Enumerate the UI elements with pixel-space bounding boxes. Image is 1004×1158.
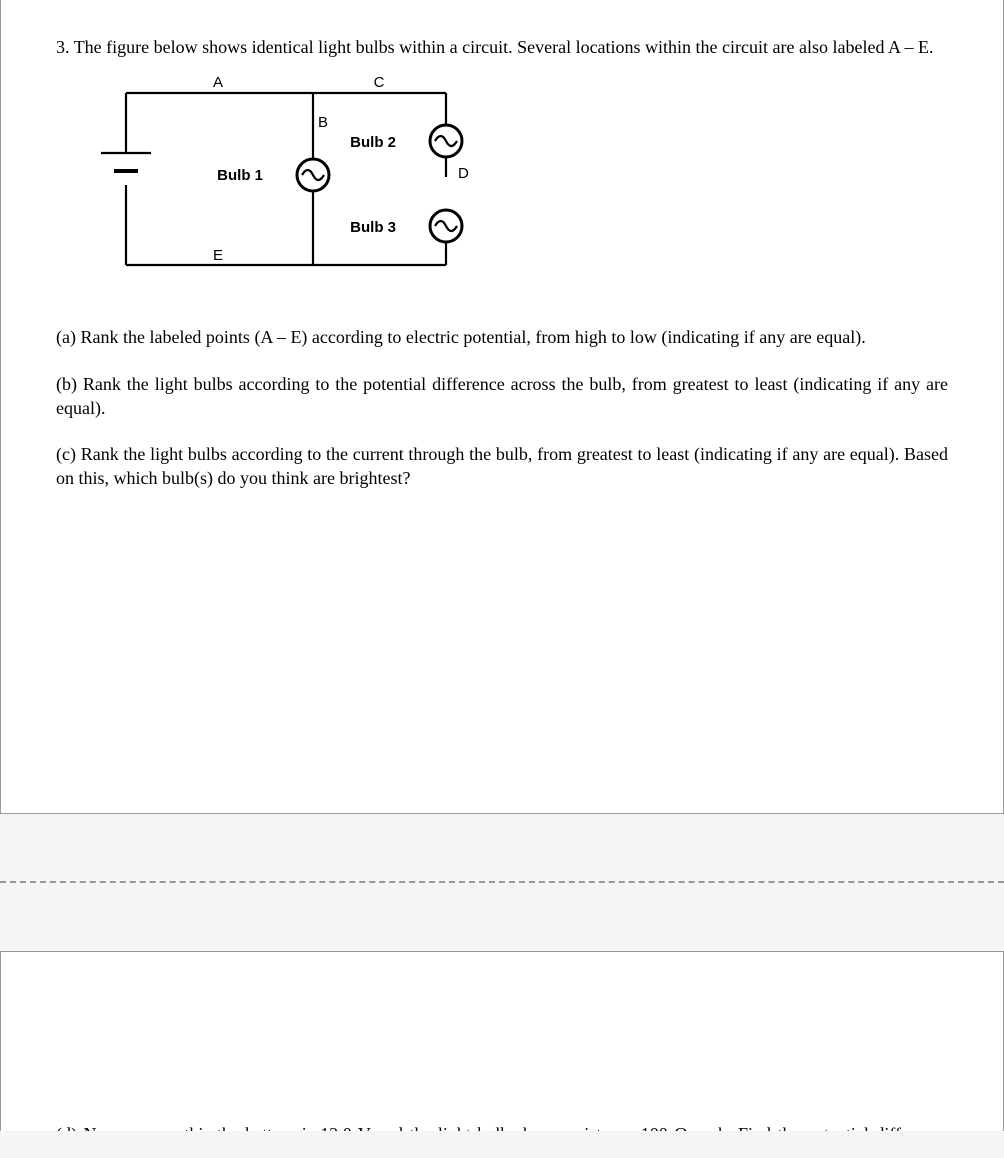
- part-d: (d) Now assume this the battery is 12.0 …: [56, 1122, 948, 1131]
- question-intro: 3. The figure below shows identical ligh…: [56, 35, 948, 59]
- bulb3-label: Bulb 3: [350, 219, 396, 236]
- bulb2-label: Bulb 2: [350, 134, 396, 151]
- intro-text: The figure below shows identical light b…: [74, 37, 934, 57]
- point-E: E: [213, 247, 223, 264]
- page-2: (d) Now assume this the battery is 12.0 …: [0, 951, 1004, 1131]
- part-b: (b) Rank the light bulbs according to th…: [56, 372, 948, 421]
- page-separator: [0, 881, 1004, 883]
- point-C: C: [374, 74, 385, 91]
- part-a: (a) Rank the labeled points (A – E) acco…: [56, 325, 948, 349]
- point-B: B: [318, 114, 328, 131]
- point-A: A: [213, 74, 223, 91]
- page-1: 3. The figure below shows identical ligh…: [0, 0, 1004, 814]
- question-number: 3.: [56, 37, 70, 57]
- bulb1-label: Bulb 1: [217, 167, 263, 184]
- part-c: (c) Rank the light bulbs according to th…: [56, 442, 948, 491]
- circuit-figure: Bulb 1 Bulb 2 Bulb 3 A B C D E: [86, 75, 948, 285]
- point-D: D: [458, 165, 469, 182]
